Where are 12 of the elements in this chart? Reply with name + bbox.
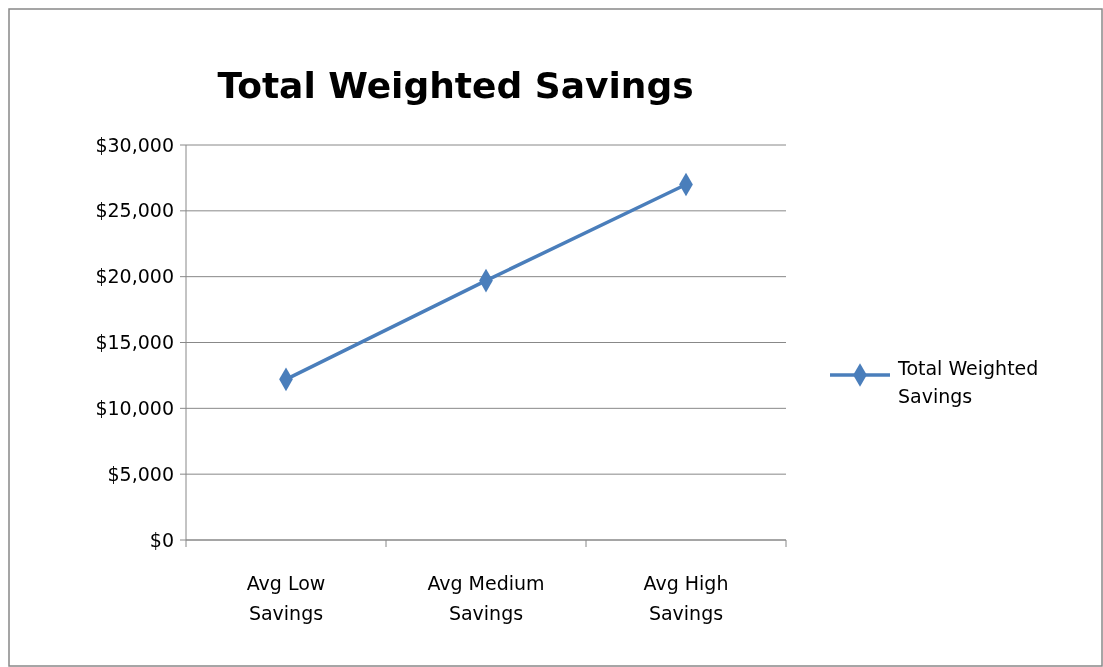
y-tick-label: $30,000 (95, 133, 174, 156)
x-tick-label: Avg Medium Savings (427, 572, 545, 624)
y-tick-label: $5,000 (107, 462, 174, 485)
chart-title: Total Weighted Savings (217, 65, 694, 106)
y-tick-label: $0 (149, 528, 174, 551)
x-tick-label: Avg Low Savings (246, 572, 326, 624)
x-tick-label: Avg High Savings (643, 572, 729, 624)
y-tick-label: $25,000 (95, 199, 174, 222)
y-tick-label: $10,000 (95, 396, 174, 419)
y-tick-label: $20,000 (95, 265, 174, 288)
legend-label: Total Weighted Savings (897, 357, 1039, 407)
y-tick-label: $15,000 (95, 331, 174, 354)
